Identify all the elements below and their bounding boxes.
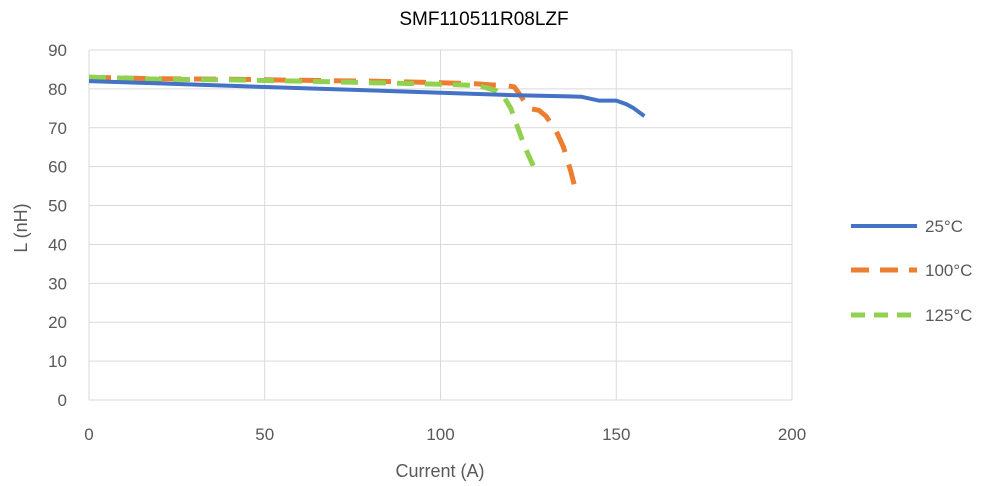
- x-axis-ticks: 0 50 100 150 200: [84, 425, 806, 444]
- series-line-1: [88, 79, 646, 118]
- y-tick-label: 0: [58, 391, 67, 410]
- y-tick-label: 70: [48, 119, 67, 138]
- y-tick-label: 90: [48, 41, 67, 60]
- legend-label-1: 25°C: [925, 217, 963, 236]
- y-tick-label: 10: [48, 352, 67, 371]
- x-axis-label: Current (A): [395, 461, 484, 481]
- grid: [88, 49, 793, 401]
- x-tick-label: 50: [255, 425, 274, 444]
- y-tick-label: 40: [48, 235, 67, 254]
- x-tick-label: 200: [778, 425, 806, 444]
- y-tick-label: 80: [48, 80, 67, 99]
- legend: 25°C 100°C 125°C: [851, 217, 972, 325]
- legend-label-3: 125°C: [925, 306, 972, 325]
- x-tick-label: 0: [84, 425, 93, 444]
- legend-label-2: 100°C: [925, 261, 972, 280]
- series-layer: [88, 74, 646, 185]
- y-tick-label: 60: [48, 158, 67, 177]
- chart-title: SMF110511R08LZF: [399, 9, 568, 30]
- y-tick-label: 30: [48, 274, 67, 293]
- y-tick-label: 50: [48, 197, 67, 216]
- x-tick-label: 150: [602, 425, 630, 444]
- y-axis-ticks: 0 10 20 30 40 50 60 70 80 90: [48, 41, 67, 410]
- series-line-3: [88, 74, 538, 172]
- y-axis-label: L (nH): [11, 203, 31, 252]
- x-tick-label: 100: [426, 425, 454, 444]
- y-tick-label: 20: [48, 313, 67, 332]
